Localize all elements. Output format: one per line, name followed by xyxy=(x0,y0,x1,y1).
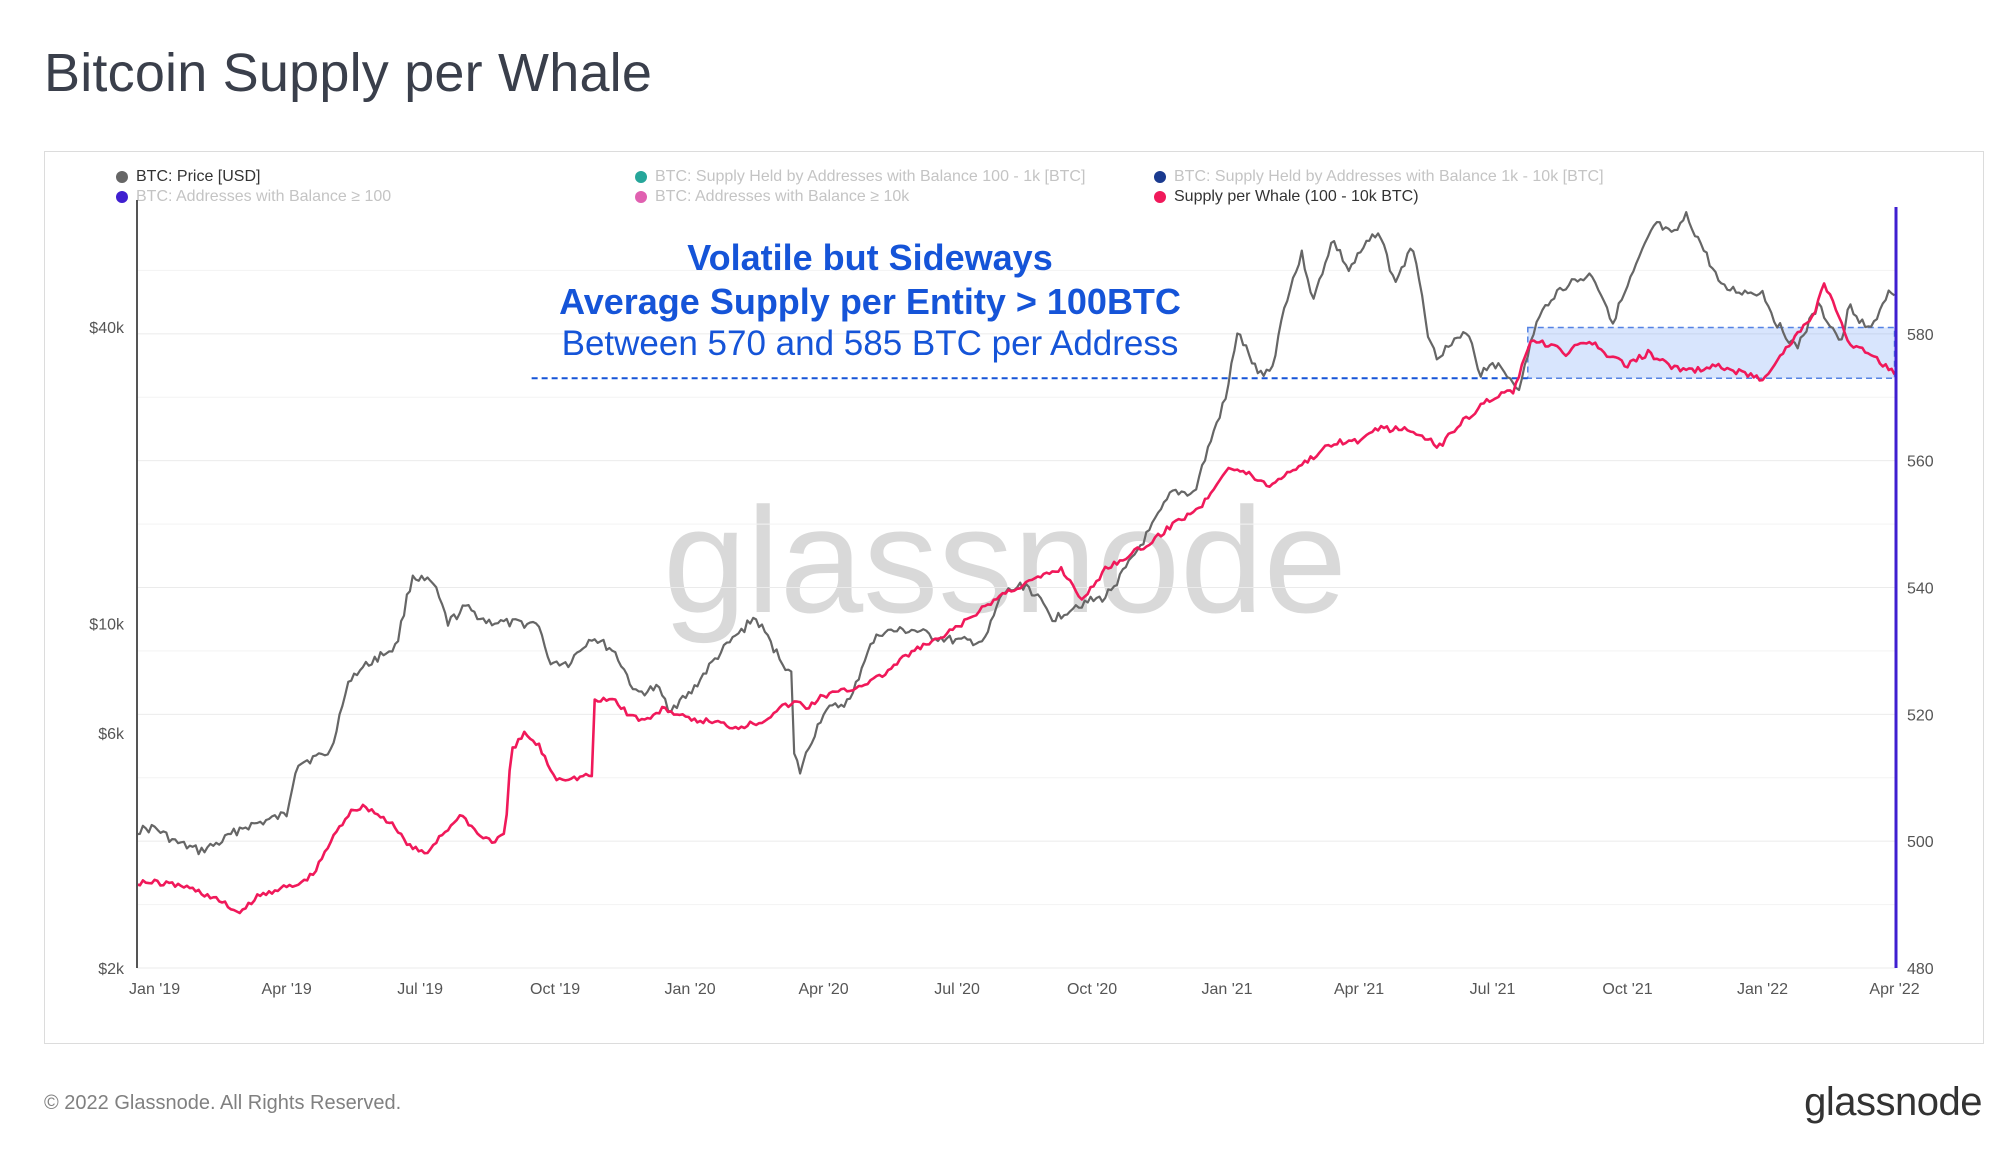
legend-label: BTC: Supply Held by Addresses with Balan… xyxy=(655,168,1086,185)
legend-dot xyxy=(1154,191,1166,203)
axis-ticks: 480 500 520 540 560 580 $2k $6k $10k $40k Jan '19 A… xyxy=(89,320,1934,998)
left-tick-label: $10k xyxy=(89,617,125,634)
legend-dot xyxy=(116,191,128,203)
legend-dot xyxy=(635,171,647,183)
x-tick-label: Oct '20 xyxy=(1067,981,1117,998)
right-tick-label: 560 xyxy=(1907,454,1934,471)
brand-logo: glassnode xyxy=(1804,1080,1982,1124)
x-tick-label: Jan '22 xyxy=(1737,981,1788,998)
series-line-supply-per-whale xyxy=(136,282,1896,915)
grid-lines xyxy=(137,269,1896,969)
copyright-text: © 2022 Glassnode. All Rights Reserved. xyxy=(44,1092,402,1114)
x-tick-label: Apr '20 xyxy=(798,981,848,998)
right-tick-label: 520 xyxy=(1907,707,1934,724)
right-tick-label: 540 xyxy=(1907,581,1934,598)
highlight-band xyxy=(1527,326,1896,379)
legend-label: BTC: Addresses with Balance ≥ 100 xyxy=(136,188,392,205)
x-tick-label: Apr '21 xyxy=(1334,981,1384,998)
annotation-subtitle: Average Supply per Entity > 100BTC xyxy=(559,281,1181,322)
legend-label: BTC: Supply Held by Addresses with Balan… xyxy=(1174,168,1604,185)
legend-dot xyxy=(1154,171,1166,183)
left-tick-label: $40k xyxy=(89,320,125,337)
left-tick-label: $2k xyxy=(98,961,125,978)
x-tick-label: Apr '19 xyxy=(262,981,312,998)
x-tick-label: Jan '21 xyxy=(1201,981,1252,998)
right-tick-label: 580 xyxy=(1907,327,1934,344)
right-tick-label: 500 xyxy=(1907,834,1934,851)
chart-frame: BTC: Price [USD] BTC: Supply Held by Add… xyxy=(44,151,1984,1044)
legend-dot xyxy=(116,171,128,183)
legend-item-addresses-10k[interactable]: BTC: Addresses with Balance ≥ 10k xyxy=(635,188,909,206)
annotation-title: Volatile but Sideways xyxy=(687,237,1053,278)
legend-item-addresses-100[interactable]: BTC: Addresses with Balance ≥ 100 xyxy=(116,188,391,206)
x-tick-label: Jul '21 xyxy=(1470,981,1516,998)
legend-item-supply-per-whale[interactable]: Supply per Whale (100 - 10k BTC) xyxy=(1154,188,1419,206)
legend-label: BTC: Addresses with Balance ≥ 10k xyxy=(655,188,910,205)
legend-item-supply-100-1k[interactable]: BTC: Supply Held by Addresses with Balan… xyxy=(635,168,1085,186)
x-tick-label: Oct '19 xyxy=(530,981,580,998)
left-tick-label: $6k xyxy=(98,726,125,743)
legend-label: BTC: Price [USD] xyxy=(136,168,261,185)
watermark: glassnode xyxy=(663,476,1347,644)
right-tick-label: 480 xyxy=(1907,961,1934,978)
x-tick-label: Jul '20 xyxy=(934,981,980,998)
annotation-range: Between 570 and 585 BTC per Address xyxy=(561,324,1179,363)
x-tick-label: Jan '19 xyxy=(129,981,180,998)
legend-item-supply-1k-10k[interactable]: BTC: Supply Held by Addresses with Balan… xyxy=(1154,168,1604,186)
x-tick-label: Jan '20 xyxy=(665,981,716,998)
page-title: Bitcoin Supply per Whale xyxy=(44,43,653,103)
x-tick-label: Oct '21 xyxy=(1602,981,1652,998)
legend-label: Supply per Whale (100 - 10k BTC) xyxy=(1174,188,1419,205)
x-tick-label: Jul '19 xyxy=(397,981,443,998)
x-tick-label: Apr '22 xyxy=(1869,981,1919,998)
legend-item-btc-price[interactable]: BTC: Price [USD] xyxy=(116,168,260,186)
legend-dot xyxy=(635,191,647,203)
